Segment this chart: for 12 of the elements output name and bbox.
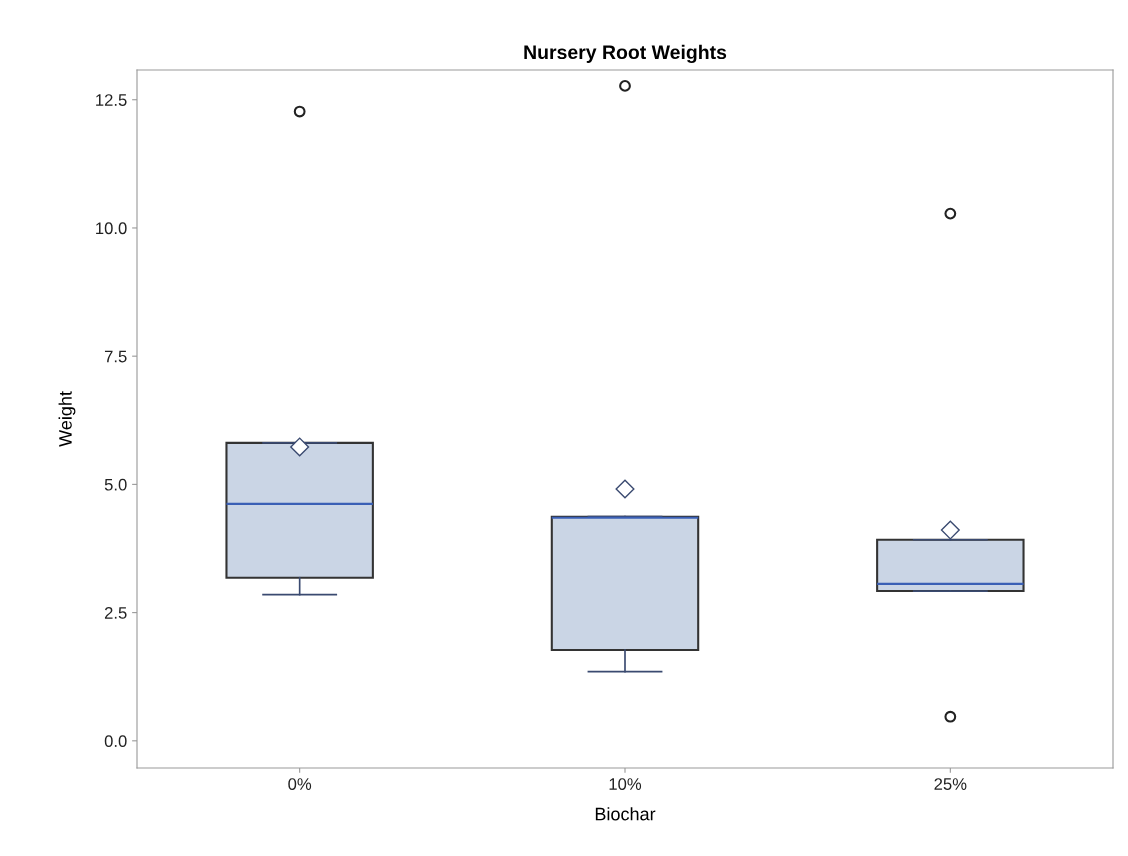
x-tick-label: 10% <box>609 778 642 790</box>
chart-title: Nursery Root Weights <box>524 44 727 64</box>
y-tick-label: 5.0 <box>104 478 127 491</box>
y-tick-label: 10.0 <box>96 222 127 235</box>
x-tick-label: 25% <box>934 778 967 790</box>
y-tick-label: 0.0 <box>104 735 127 748</box>
x-tick-label: 0% <box>288 778 312 790</box>
y-axis-title: Weight <box>58 391 76 447</box>
y-tick-label: 2.5 <box>104 607 127 619</box>
x-axis-title: Biochar <box>595 807 656 821</box>
y-tick-label: 12.5 <box>96 94 127 106</box>
y-tick-label: 7.5 <box>104 350 127 363</box>
